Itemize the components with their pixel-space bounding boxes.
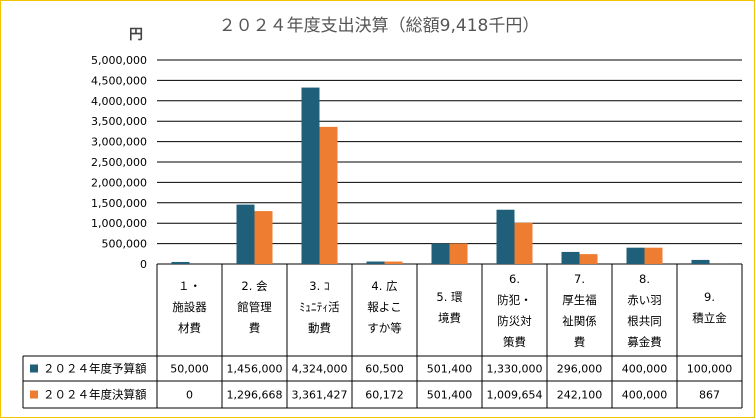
data-cell: 296,000 [557, 363, 603, 376]
data-cell: 1,009,654 [487, 389, 543, 402]
category-label: 積立金 [692, 311, 727, 325]
category-label: １・ [178, 279, 201, 293]
category-label: 9. [704, 290, 715, 304]
data-cell: 242,100 [557, 389, 603, 402]
bar-series-2 [384, 261, 403, 264]
y-tick-label: 4,500,000 [91, 74, 147, 87]
data-cell: 100,000 [687, 363, 733, 376]
bar-series-1 [431, 243, 450, 264]
y-tick-label: 1,000,000 [91, 217, 147, 230]
category-label: 5. 環 [436, 290, 463, 304]
bar-series-2 [514, 222, 533, 264]
category-label: 根共同 [627, 314, 662, 328]
category-label: 費 [574, 335, 586, 349]
category-label: 費 [249, 321, 261, 335]
category-label: 7. [574, 272, 585, 286]
y-tick-label: 500,000 [102, 238, 148, 251]
y-tick-label: 5,000,000 [91, 54, 147, 67]
y-tick-label: 2,000,000 [91, 176, 147, 189]
category-label: すか等 [367, 321, 402, 335]
data-cell: 60,500 [365, 363, 404, 376]
legend-key [30, 364, 38, 373]
legend-label: ２０２４年度決算額 [43, 388, 147, 402]
data-cell: 1,456,000 [227, 363, 283, 376]
bar-series-1 [236, 204, 255, 264]
data-cell: 501,400 [427, 363, 473, 376]
category-label: 材費 [178, 321, 201, 335]
data-cell: 501,400 [427, 389, 473, 402]
data-cell: 400,000 [622, 363, 668, 376]
category-label: 館管理 [237, 300, 272, 314]
y-tick-label: 2,500,000 [91, 156, 147, 169]
y-tick-label: 0 [140, 258, 147, 271]
category-label: ﾐｭﾆﾃｨ活 [299, 300, 339, 314]
data-cell: 4,324,000 [292, 363, 348, 376]
category-label: 4. 広 [371, 279, 397, 293]
y-axis-unit: 円 [129, 27, 143, 43]
category-label: 赤い羽 [627, 293, 662, 307]
y-tick-label: 4,000,000 [91, 95, 147, 108]
category-label: 祉関係 [562, 314, 597, 328]
bar-series-1 [301, 87, 320, 264]
data-cell: 1,330,000 [487, 363, 543, 376]
bar-series-1 [691, 259, 710, 264]
data-cell: 1,296,668 [227, 389, 283, 402]
bar-series-1 [561, 251, 580, 264]
category-label: 6. [509, 272, 520, 286]
data-cell: 400,000 [622, 389, 668, 402]
category-label: 2. 会 [241, 279, 268, 293]
chart-title: ２０２４年度支出決算（総額9,418千円） [219, 16, 540, 36]
category-label: 防災対 [497, 314, 532, 328]
bar-series-1 [366, 261, 385, 264]
category-label: 境費 [438, 311, 461, 325]
bars [171, 87, 728, 264]
data-cell: 3,361,427 [292, 389, 348, 402]
y-axis-ticks: 5,000,000 4,500,000 4,000,000 3,500,000 3,00… [91, 54, 147, 271]
bar-series-2 [579, 254, 598, 264]
data-cell: 867 [699, 389, 720, 402]
category-label: 報よこ [367, 300, 402, 314]
bar-series-1 [496, 209, 515, 264]
category-label: 募金費 [627, 335, 662, 349]
bar-series-1 [171, 261, 190, 264]
bar-series-2 [254, 211, 273, 264]
category-label: 動費 [308, 321, 331, 335]
category-label: 防犯・ [497, 293, 532, 307]
category-label: 策費 [503, 335, 526, 349]
category-label: 3. ｺ [309, 279, 329, 293]
data-cell: 50,000 [170, 363, 209, 376]
y-tick-label: 3,000,000 [91, 136, 147, 149]
bar-series-1 [626, 247, 645, 264]
bar-series-2 [449, 243, 468, 264]
category-label: 施設器 [172, 300, 207, 314]
category-label: 8. [639, 272, 650, 286]
legend-label: ２０２４年度予算額 [43, 362, 147, 376]
y-tick-label: 3,500,000 [91, 115, 147, 128]
data-cell: 0 [186, 389, 193, 402]
bar-series-2 [644, 247, 663, 264]
data-cell: 60,172 [365, 389, 404, 402]
bar-series-2 [319, 126, 338, 264]
y-tick-label: 1,500,000 [91, 197, 147, 210]
legend-key [30, 390, 38, 399]
category-label: 厚生福 [562, 293, 597, 307]
